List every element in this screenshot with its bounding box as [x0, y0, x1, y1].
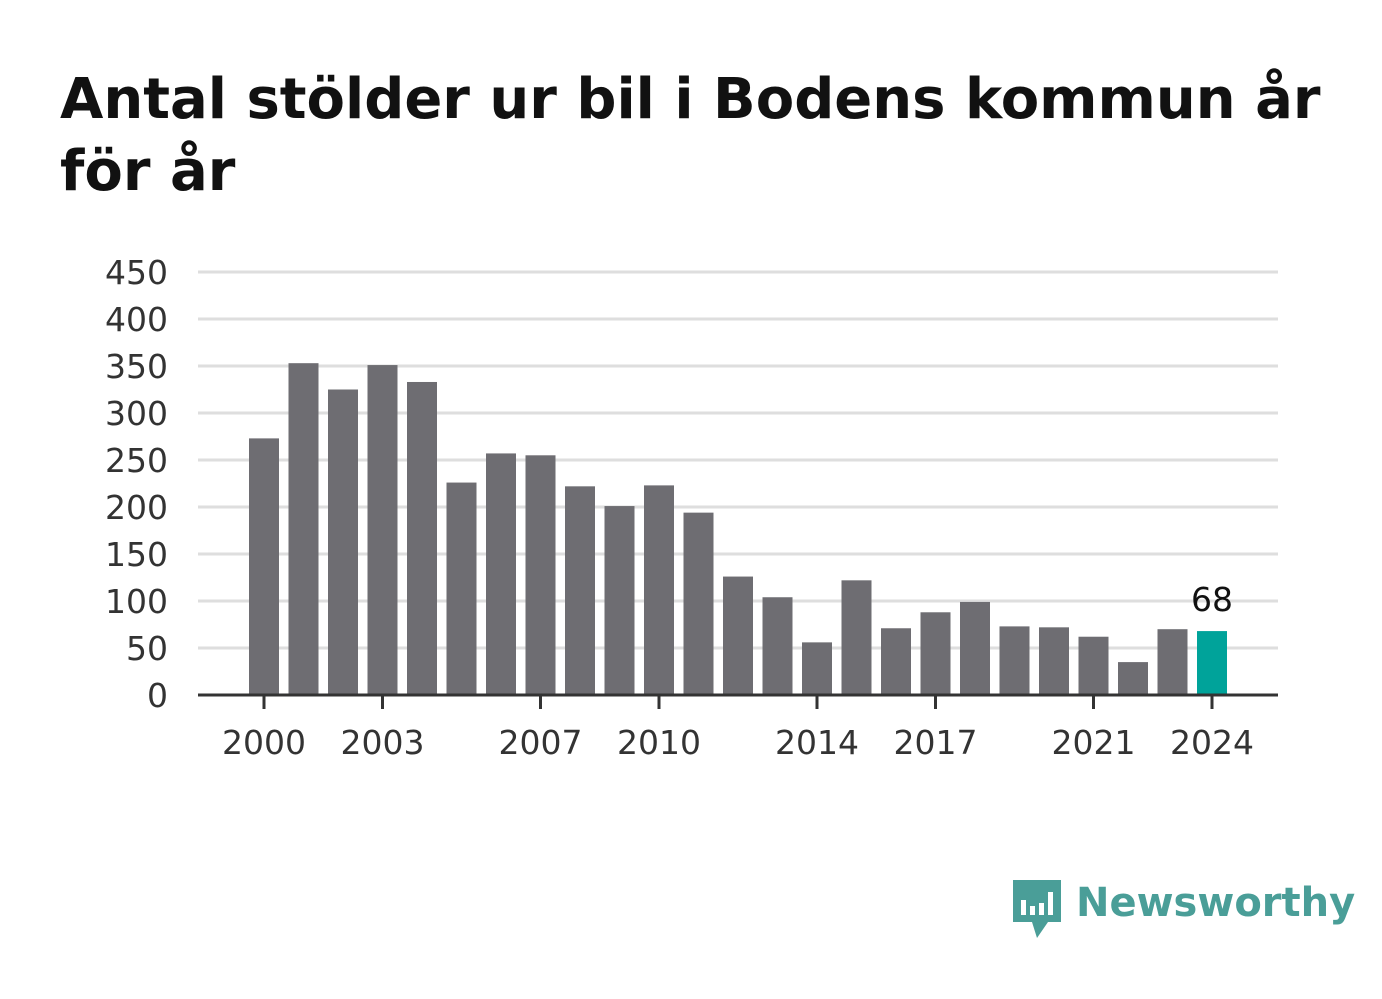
x-axis-ticks: 2000 2003 2007 2010 2014 2017 2021 2024 [198, 693, 1278, 762]
bar-2002 [328, 389, 358, 695]
bar-2019 [999, 626, 1030, 695]
bars [249, 363, 1227, 695]
bar-2001 [288, 363, 319, 695]
bar-2017 [920, 612, 951, 695]
y-tick-label: 50 [126, 629, 168, 668]
y-tick-label: 200 [105, 488, 168, 527]
bar-2016 [881, 628, 911, 695]
bar-2003 [367, 365, 398, 695]
bar-2018 [960, 601, 990, 695]
x-tick-label: 2021 [1052, 723, 1136, 762]
x-tick-label: 2000 [222, 723, 306, 762]
bar-2004 [407, 381, 437, 695]
bar-2010 [644, 485, 674, 695]
bar-2009 [604, 506, 635, 695]
bar-2000 [249, 438, 279, 695]
y-tick-label: 100 [105, 582, 168, 621]
chart-title: Antal stölder ur bil i Bodens kommun år … [60, 67, 1321, 204]
y-tick-label: 0 [147, 676, 168, 715]
bar-2022 [1118, 662, 1148, 695]
newsworthy-logo: Newsworthy [1010, 878, 1355, 942]
x-tick-label: 2003 [341, 723, 425, 762]
bar-2023 [1157, 629, 1188, 695]
bar-2015 [841, 580, 872, 695]
y-tick-label: 350 [105, 347, 168, 386]
y-tick-label: 300 [105, 394, 168, 433]
bar-2006 [486, 453, 516, 695]
bar-2021 [1078, 636, 1109, 695]
bar-2008 [565, 486, 595, 695]
bar-2012 [723, 576, 753, 695]
bar-2024 [1197, 631, 1227, 695]
y-tick-label: 450 [105, 253, 168, 292]
bar-chart-speech-bubble-icon [1013, 880, 1061, 938]
x-tick-label: 2024 [1170, 723, 1254, 762]
x-tick-label: 2010 [617, 723, 701, 762]
bar-2011 [683, 512, 714, 695]
brand-name: Newsworthy [1076, 880, 1356, 926]
x-tick-label: 2017 [894, 723, 978, 762]
y-tick-label: 150 [105, 535, 168, 574]
x-tick-label: 2007 [499, 723, 583, 762]
bar-2013 [762, 597, 793, 695]
y-tick-label: 250 [105, 441, 168, 480]
y-axis-ticks: 0 50 100 150 200 250 300 350 400 450 [105, 253, 168, 715]
bar-2007 [525, 455, 556, 695]
bar-2014 [802, 642, 832, 695]
bar-2005 [446, 482, 477, 695]
annotations: 68 [1191, 580, 1233, 619]
highlight-value-label: 68 [1191, 580, 1233, 619]
bar-2020 [1039, 627, 1069, 695]
y-tick-label: 400 [105, 300, 168, 339]
x-tick-label: 2014 [775, 723, 859, 762]
